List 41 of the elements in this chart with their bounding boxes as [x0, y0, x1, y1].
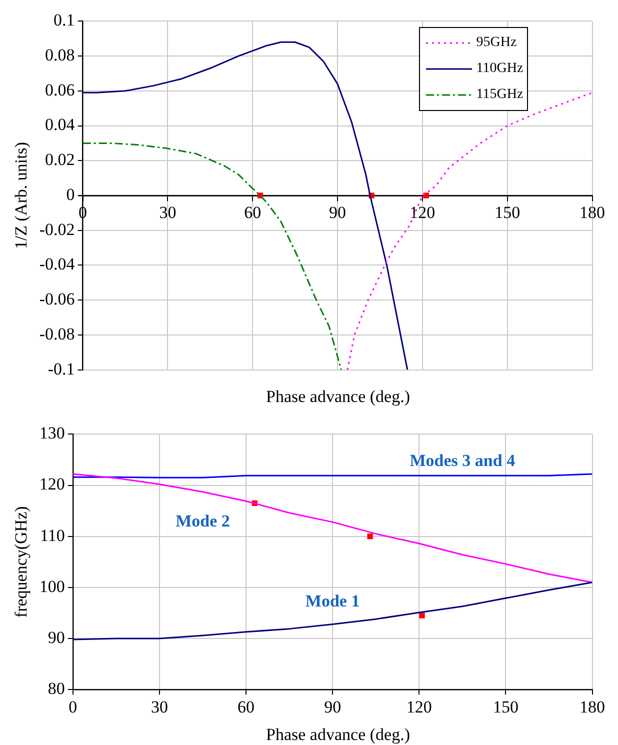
- y-tick-label: 0.06: [45, 80, 75, 100]
- x-axis-title: Phase advance (deg.): [265, 725, 411, 745]
- y-tick-label: 120: [39, 474, 65, 494]
- x-tick-label: 30: [150, 697, 168, 716]
- x-tick-label: 90: [329, 203, 346, 222]
- x-tick-label: 180: [580, 697, 605, 716]
- x-tick-label: 60: [244, 203, 262, 222]
- series-label: Mode 2: [176, 511, 230, 530]
- point: [419, 612, 425, 618]
- y-axis-title: frequency(GHz): [12, 506, 31, 618]
- y-tick-label: -0.04: [39, 254, 76, 274]
- legend-label: 115GHz: [476, 87, 524, 104]
- y-tick-label: 90: [48, 628, 65, 647]
- y-tick-label: 80: [48, 679, 65, 698]
- y-tick-label: 0.08: [45, 46, 75, 65]
- legend-label: 95GHz: [476, 35, 517, 52]
- y-tick-label: -0.02: [39, 220, 75, 239]
- y-tick-label: 0.02: [45, 150, 75, 170]
- series-label: Mode 1: [305, 592, 360, 611]
- x-tick-label: 60: [238, 697, 255, 716]
- legend-label: 110GHz: [476, 61, 524, 78]
- y-axis-title: 1/Z (Arb. units): [12, 142, 31, 250]
- series-label: Modes 3 and 4: [410, 450, 516, 470]
- point: [367, 534, 373, 540]
- y-tick-label: -0.1: [48, 359, 75, 378]
- y-tick-label: -0.06: [39, 290, 75, 309]
- y-tick-label: 100: [39, 576, 65, 596]
- x-tick-label: 180: [580, 203, 605, 222]
- x-tick-label: 150: [494, 203, 520, 222]
- y-tick-label: 0: [66, 184, 75, 204]
- y-tick-label: 110: [40, 526, 65, 545]
- x-tick-label: 90: [324, 697, 342, 716]
- y-tick-label: 0.04: [45, 115, 76, 134]
- x-tick-label: 150: [492, 697, 518, 716]
- y-tick-label: 0.1: [54, 10, 75, 30]
- x-tick-label: 30: [159, 203, 176, 222]
- x-tick-label: 120: [406, 697, 432, 716]
- y-tick-label: 130: [39, 424, 65, 443]
- x-axis-title: Phase advance (deg.): [265, 387, 411, 407]
- y-tick-label: -0.08: [39, 324, 75, 344]
- x-tick-label: 120: [410, 203, 436, 222]
